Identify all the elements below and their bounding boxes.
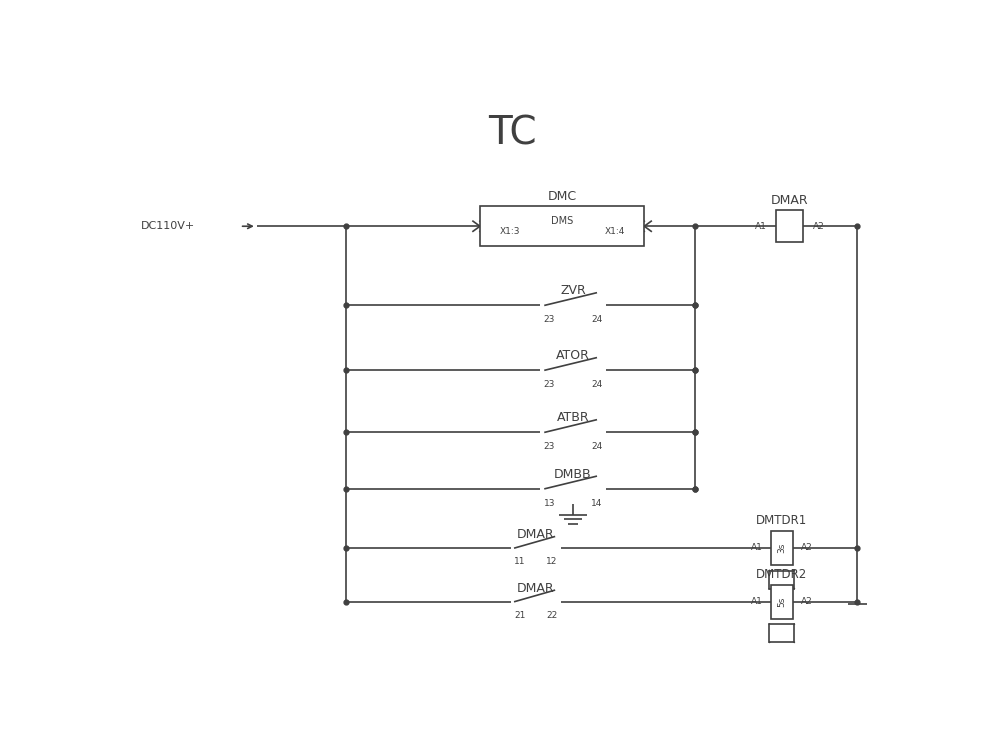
Text: 24: 24 — [591, 443, 602, 452]
Text: DMAR: DMAR — [517, 581, 555, 594]
Text: 5s: 5s — [777, 597, 786, 607]
Text: A1: A1 — [751, 597, 763, 606]
Text: A1: A1 — [751, 543, 763, 553]
Text: 12: 12 — [546, 557, 557, 566]
Bar — [769, 570, 794, 589]
Bar — [776, 210, 803, 242]
Text: ATOR: ATOR — [556, 349, 590, 362]
Text: DMS: DMS — [551, 216, 573, 226]
Text: A1: A1 — [755, 222, 767, 231]
Text: 23: 23 — [544, 315, 555, 325]
Text: 23: 23 — [544, 380, 555, 389]
Text: DMBB: DMBB — [554, 468, 592, 481]
Text: ZVR: ZVR — [560, 284, 586, 297]
Text: DMTDR1: DMTDR1 — [756, 515, 807, 527]
Text: A2: A2 — [801, 543, 813, 553]
Text: X1:3: X1:3 — [499, 227, 520, 236]
Text: DMAR: DMAR — [771, 194, 808, 207]
Text: TC: TC — [488, 114, 537, 152]
Bar — [480, 207, 644, 246]
Text: DMC: DMC — [548, 190, 577, 203]
Text: 14: 14 — [591, 499, 602, 508]
Text: 24: 24 — [591, 380, 602, 389]
Text: 22: 22 — [546, 611, 557, 619]
Bar — [771, 531, 793, 565]
Text: 24: 24 — [591, 315, 602, 325]
Bar — [769, 625, 794, 642]
Text: DMAR: DMAR — [517, 528, 555, 541]
Text: X1:4: X1:4 — [604, 227, 625, 236]
Text: 3s: 3s — [777, 542, 786, 553]
Bar — [771, 585, 793, 619]
Text: 11: 11 — [514, 557, 526, 566]
Text: DMTDR2: DMTDR2 — [756, 568, 807, 581]
Text: 21: 21 — [514, 611, 525, 619]
Text: ATBR: ATBR — [557, 411, 589, 424]
Text: 23: 23 — [544, 443, 555, 452]
Text: 13: 13 — [544, 499, 555, 508]
Text: A2: A2 — [812, 222, 824, 231]
Text: DC110V+: DC110V+ — [140, 221, 195, 231]
Text: A2: A2 — [801, 597, 813, 606]
